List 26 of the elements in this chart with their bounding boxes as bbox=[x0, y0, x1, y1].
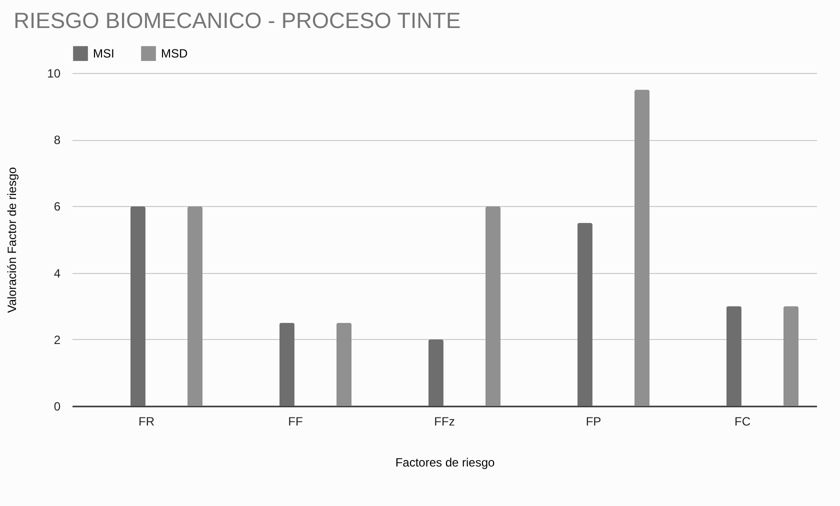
x-axis-title: Factores de riesgo bbox=[395, 456, 496, 470]
y-tick-label: 0 bbox=[54, 400, 61, 414]
legend-label: MSD bbox=[161, 46, 188, 61]
y-tick-label: 8 bbox=[54, 133, 61, 148]
bar bbox=[783, 306, 799, 406]
chart-title: RIESGO BIOMECANICO - PROCESO TINTE bbox=[14, 8, 461, 33]
x-tick-label: FF bbox=[288, 414, 303, 428]
x-tick-label: FR bbox=[138, 414, 155, 428]
bar bbox=[336, 322, 352, 406]
bar bbox=[634, 90, 650, 406]
bar bbox=[130, 206, 146, 406]
y-tick-label: 10 bbox=[47, 66, 61, 80]
bar bbox=[577, 222, 592, 406]
bar bbox=[485, 206, 501, 406]
bar bbox=[187, 206, 203, 406]
y-tick-label: 2 bbox=[54, 332, 61, 347]
bar bbox=[279, 322, 294, 406]
y-tick-label: 6 bbox=[54, 200, 61, 214]
x-tick-label: FP bbox=[586, 414, 602, 428]
bar bbox=[428, 339, 444, 406]
y-tick-label: 4 bbox=[54, 266, 61, 280]
legend-label: MSI bbox=[93, 46, 114, 61]
bar bbox=[726, 306, 742, 406]
x-tick-label: FC bbox=[734, 414, 751, 428]
x-tick-label: FFz bbox=[434, 414, 455, 428]
y-axis-title: Valoración Factor de riesgo bbox=[5, 166, 20, 313]
